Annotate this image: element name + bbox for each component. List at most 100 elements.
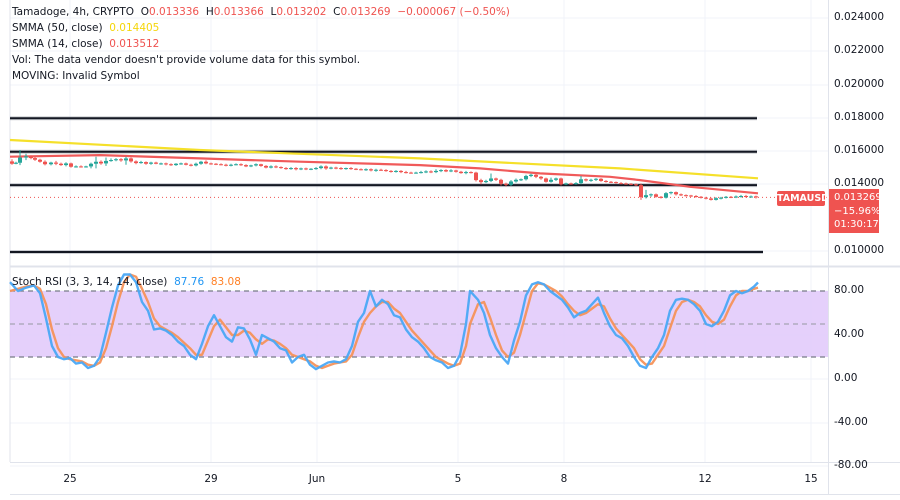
candle-body [84, 166, 88, 168]
price-axis-label: 0.014000 [834, 177, 885, 189]
candle-body [354, 168, 358, 170]
candle-body [214, 163, 218, 165]
candle-body [324, 166, 328, 169]
stoch-rsi-legend[interactable]: Stoch RSI (3, 3, 14, 14, close) 87.76 83… [12, 274, 241, 290]
stoch-k-line [9, 273, 759, 371]
smma14-legend[interactable]: SMMA (14, close) 0.013512 [12, 36, 159, 52]
candle-body [609, 181, 613, 183]
candle-body [464, 172, 468, 174]
candle-body [719, 197, 723, 199]
candle-body [384, 170, 388, 172]
candle-body [639, 185, 643, 198]
volume-legend[interactable]: Vol: The data vendor doesn't provide vol… [12, 52, 360, 68]
symbol-legend: Tamadoge, 4h, CRYPTO O0.013336 H0.013366… [12, 4, 510, 20]
candle-body [294, 168, 298, 170]
candle-body [704, 197, 708, 199]
time-axis-label: 25 [63, 473, 77, 485]
candle-body [414, 172, 418, 174]
candle-body [99, 161, 103, 164]
last-price-badge: 0.013269 −15.96% 01:30:17 [829, 189, 882, 233]
candle-body [654, 194, 658, 197]
smma14-value: 0.013512 [109, 38, 160, 50]
candle-body [104, 160, 108, 164]
candle-body [699, 196, 703, 198]
candle-body [604, 180, 608, 182]
candle-body [359, 169, 363, 171]
candle-body [399, 170, 403, 173]
candle-body [109, 160, 113, 162]
candle-body [734, 196, 738, 198]
candle-body [89, 163, 93, 167]
candle-body [434, 170, 438, 173]
candle-body [664, 193, 668, 198]
ohlc-low: L0.013202 [270, 6, 327, 18]
candle-body [344, 168, 348, 170]
candle-body [74, 166, 78, 168]
moving-note: MOVING: Invalid Symbol [12, 70, 140, 82]
last-price: 0.013269 [834, 192, 882, 203]
candle-body [149, 162, 153, 164]
time-axis-label: 15 [804, 473, 818, 485]
candle-body [409, 172, 413, 174]
candle-body [199, 161, 203, 164]
candle-body [159, 163, 163, 165]
ohlc-high: H0.013366 [205, 6, 264, 18]
candle-body [469, 172, 473, 174]
symbol-title: Tamadoge, 4h, CRYPTO [12, 6, 135, 18]
candle-body [454, 170, 458, 172]
candle-body [209, 163, 213, 165]
candle-body [484, 180, 488, 183]
candle-body [529, 174, 533, 176]
candle-body [29, 156, 33, 159]
candle-body [739, 196, 743, 198]
candle-body [479, 180, 483, 183]
candle-body [69, 163, 73, 167]
price-change-pct: −15.96% [834, 205, 881, 217]
time-axis-label: 8 [560, 473, 568, 485]
candle-body [539, 176, 543, 179]
candle-body [439, 170, 443, 172]
candle-body [33, 158, 37, 160]
stoch-k-value: 87.76 [174, 276, 205, 288]
candle-body [174, 163, 178, 166]
candle-body [494, 178, 498, 180]
candle-body [224, 164, 228, 166]
candle-body [179, 163, 183, 165]
candle-body [534, 174, 538, 177]
candle-body [189, 164, 193, 166]
candle-body [649, 194, 653, 196]
ohlc-close: C0.013269 [333, 6, 391, 18]
candle-body [369, 169, 373, 171]
candle-body [504, 183, 508, 185]
candle-body [379, 169, 383, 171]
smma50-legend[interactable]: SMMA (50, close) 0.014405 [12, 20, 159, 36]
smma50-value: 0.014405 [109, 22, 160, 34]
candle-body [619, 183, 623, 185]
candle-body [49, 162, 53, 165]
candle-body [584, 179, 588, 181]
stoch-axis-label: 40.00 [834, 328, 865, 340]
candle-body [119, 159, 123, 161]
candle-body [489, 178, 493, 181]
candle-body [499, 179, 503, 184]
candle-body [18, 157, 22, 163]
candle-body [724, 196, 728, 198]
candle-body [314, 168, 318, 170]
candle-body [729, 196, 733, 198]
candle-body [514, 179, 518, 182]
candle-body [544, 178, 548, 182]
candle-body [574, 183, 578, 185]
candle-body [43, 161, 47, 165]
candle-body [669, 192, 673, 194]
candle-body [64, 163, 68, 166]
candle-body [204, 161, 208, 164]
candle-body [689, 195, 693, 197]
candle-body [634, 184, 638, 186]
candle-body [629, 183, 633, 185]
candle-body [244, 165, 248, 167]
price-axis-label: 0.020000 [834, 78, 885, 90]
moving-legend[interactable]: MOVING: Invalid Symbol [12, 68, 140, 84]
candle-body [714, 198, 718, 200]
candle-body [444, 170, 448, 172]
